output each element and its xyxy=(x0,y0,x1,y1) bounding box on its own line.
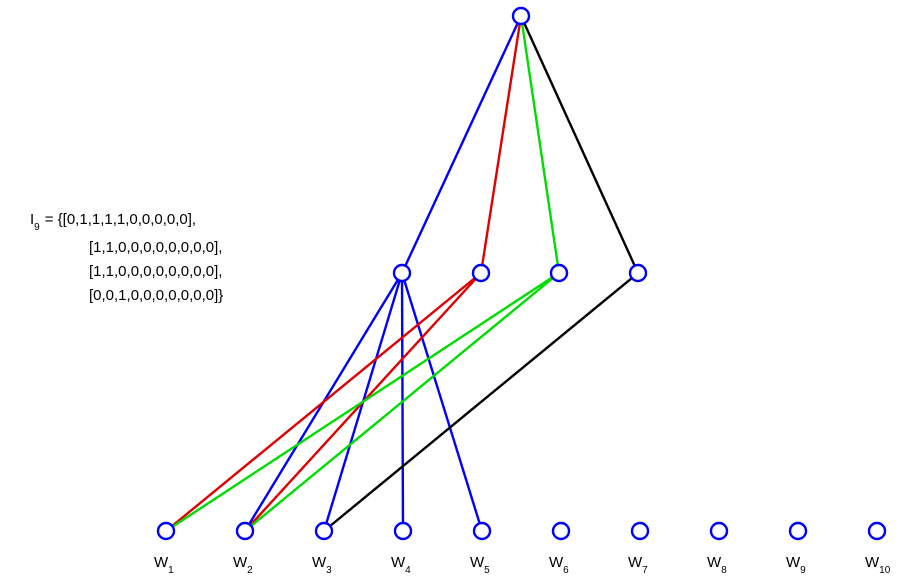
word-node-5 xyxy=(472,521,492,541)
edge-root-to-group-4 xyxy=(519,15,640,274)
edge-group-3-to-word-1 xyxy=(165,271,560,533)
edges xyxy=(165,15,640,533)
edge-root-to-group-2 xyxy=(479,15,523,274)
word-label-5: W5 xyxy=(470,554,490,576)
edge-group-1-to-word-5 xyxy=(400,272,484,532)
word-node-3 xyxy=(314,521,334,541)
root-node xyxy=(511,6,531,26)
word-node-10 xyxy=(867,521,887,541)
group-node-4 xyxy=(628,263,648,283)
set-annotation: I9 = {[0,1,1,1,1,0,0,0,0,0], [1,1,0,0,0,0… xyxy=(30,211,223,304)
word-label-7: W7 xyxy=(628,554,648,576)
word-label-1: W1 xyxy=(154,554,174,576)
annotation-symbol: I xyxy=(30,211,34,228)
edge-group-2-to-word-1 xyxy=(165,272,482,532)
word-node-8 xyxy=(709,521,729,541)
svg-text:I9= {[0,1,1,1,1,0,0,0,0,0],: I9 = {[0,1,1,1,1,0,0,0,0,0], xyxy=(30,211,196,233)
word-label-3: W3 xyxy=(312,554,332,576)
word-node-9 xyxy=(788,521,808,541)
annotation-line-4: [0,0,1,0,0,0,0,0,0,0]} xyxy=(89,287,223,304)
annotation-line-1: = {[0,1,1,1,1,0,0,0,0,0], xyxy=(45,211,196,228)
word-label-6: W6 xyxy=(549,554,569,576)
word-label-2: W2 xyxy=(233,554,253,576)
annotation-subscript: 9 xyxy=(34,222,40,233)
edge-root-to-group-3 xyxy=(519,15,561,274)
word-node-7 xyxy=(630,521,650,541)
word-label-8: W8 xyxy=(707,554,727,576)
word-label-10: W10 xyxy=(865,554,891,576)
word-node-4 xyxy=(393,521,413,541)
word-label-4: W4 xyxy=(391,554,411,576)
word-label-9: W9 xyxy=(786,554,806,576)
word-labels: W1 W2 W3 W4 W5 W6 W7 W8 W9 W10 xyxy=(154,554,891,576)
group-node-3 xyxy=(549,263,569,283)
word-node-2 xyxy=(235,521,255,541)
edge-root-to-group-1 xyxy=(400,15,523,274)
annotation-line-3: [1,1,0,0,0,0,0,0,0,0], xyxy=(89,263,222,280)
word-node-1 xyxy=(156,521,176,541)
group-node-2 xyxy=(471,263,491,283)
annotation-line-2: [1,1,0,0,0,0,0,0,0,0], xyxy=(89,239,222,256)
nodes xyxy=(156,6,887,541)
edge-group-4-to-word-3 xyxy=(323,272,639,532)
group-node-1 xyxy=(392,263,412,283)
edge-group-3-to-word-2 xyxy=(244,272,560,532)
word-node-6 xyxy=(551,521,571,541)
